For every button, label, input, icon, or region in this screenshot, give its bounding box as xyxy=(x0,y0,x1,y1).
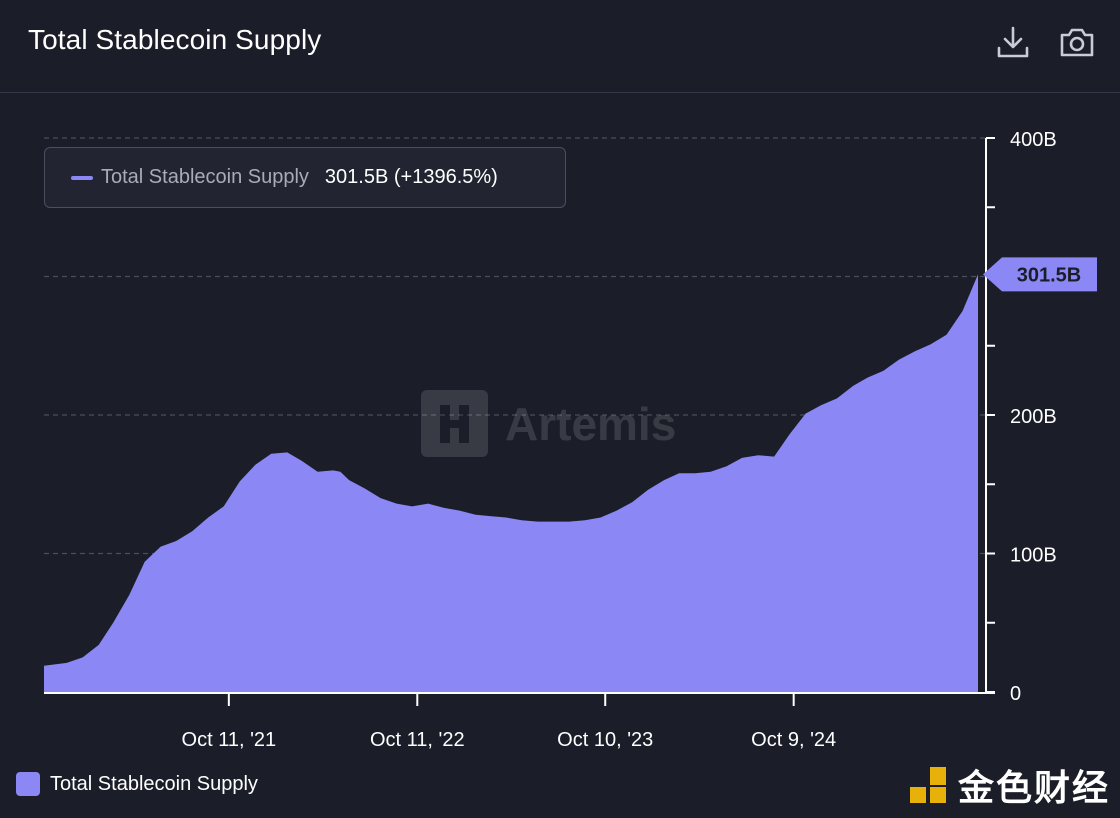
tooltip-value: 301.5B (+1396.5%) xyxy=(324,166,498,188)
y-tick-label-200: 200B xyxy=(1010,406,1057,428)
chart-title: Total Stablecoin Supply xyxy=(28,24,322,55)
tooltip-series-swatch xyxy=(71,175,93,180)
legend-label[interactable]: Total Stablecoin Supply xyxy=(50,772,258,795)
brand-text: 金色财经 xyxy=(958,768,1111,809)
last-value-label: 301.5B xyxy=(1017,264,1082,286)
x-tick-label-2: Oct 10, '23 xyxy=(557,729,653,751)
x-tick-label-0: Oct 11, '21 xyxy=(182,729,277,751)
y-tick-label-400: 400B xyxy=(1010,129,1057,151)
chart-legend[interactable]: Total Stablecoin Supply xyxy=(16,770,258,798)
last-value-flag xyxy=(983,257,1097,292)
watermark-logo-icon xyxy=(421,390,488,457)
series-area-total-stablecoin-supply xyxy=(44,274,978,692)
watermark-logo-cut-bar xyxy=(440,420,469,428)
brand-watermark: 金色财经 xyxy=(908,764,1110,809)
axes xyxy=(44,137,995,706)
legend-swatch[interactable] xyxy=(16,772,40,796)
camera-icon[interactable] xyxy=(1057,22,1097,62)
tick-labels: 0 100B 200B 400B Oct 11, '21 Oct 11, '22 Oct 1… xyxy=(182,129,1057,751)
last-value-marker: 301.5B xyxy=(983,257,1097,292)
chart-header: Total Stablecoin Supply xyxy=(0,0,1120,93)
y-tick-label-100: 100B xyxy=(1010,545,1057,567)
x-tick-label-3: Oct 9, '24 xyxy=(751,729,836,751)
watermark-text: Artemis xyxy=(505,398,676,450)
watermark-logo-cut-left xyxy=(440,405,450,443)
jinse-logo-icon xyxy=(910,767,946,803)
watermark-logo-cut-right xyxy=(459,405,469,443)
x-tick-label-1: Oct 11, '22 xyxy=(370,729,465,751)
y-tick-label-0: 0 xyxy=(1010,683,1021,705)
download-icon[interactable] xyxy=(993,22,1033,62)
chart-tooltip: Total Stablecoin Supply 301.5B (+1396.5%… xyxy=(44,147,566,208)
tooltip-series-name: Total Stablecoin Supply xyxy=(101,166,309,188)
watermark: Artemis xyxy=(421,390,676,457)
chart-area: Artemis 0 100B 200B 400B Oct 11, '21 Oct 11, … xyxy=(44,129,1097,751)
